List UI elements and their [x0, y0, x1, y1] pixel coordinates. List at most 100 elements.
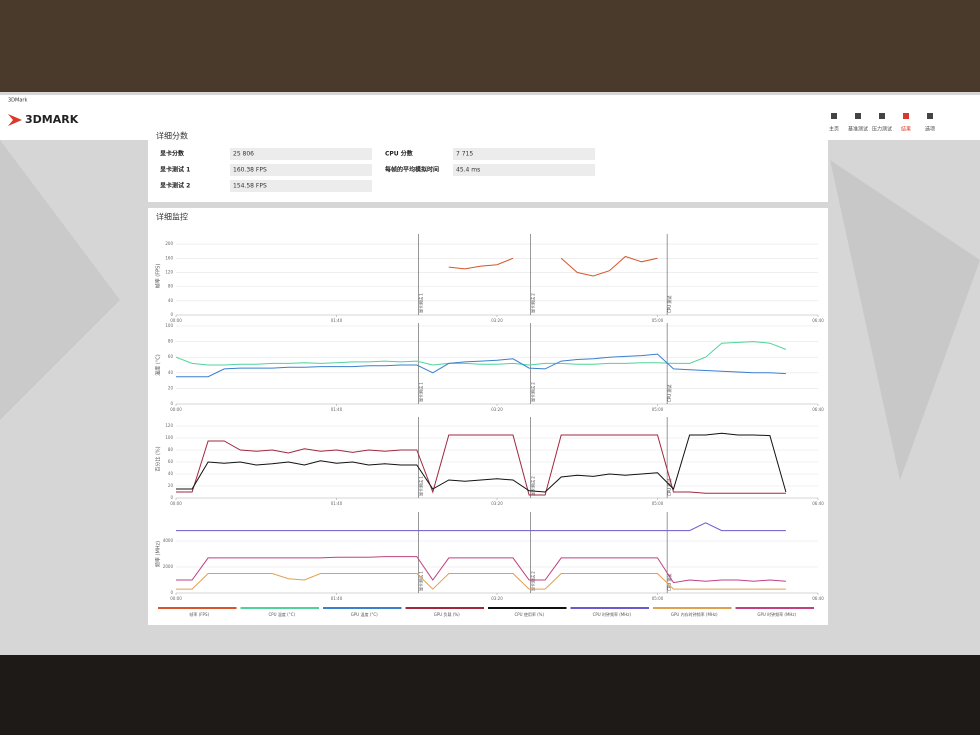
x-tick-label: 00:00: [170, 596, 182, 601]
x-tick-label: 06:40: [812, 407, 824, 412]
y-tick-label: 60: [168, 459, 174, 464]
legend-label: GPU 时钟频率 (MHz): [757, 611, 796, 617]
score-label: 每帧的平均模拟时间: [384, 166, 439, 174]
x-tick-label: 01:40: [331, 318, 343, 323]
y-tick-label: 80: [168, 284, 174, 289]
series-line: [176, 353, 786, 378]
y-tick-label: 2000: [163, 564, 174, 569]
y-tick-label: 60: [168, 354, 174, 359]
x-tick-label: 00:00: [170, 318, 182, 323]
nav-icon[interactable]: [927, 113, 933, 119]
nav-item[interactable]: 结果: [901, 126, 911, 133]
y-tick-label: 0: [170, 590, 173, 595]
wall: [0, 0, 980, 92]
logo: 3DMARK: [25, 113, 79, 126]
legend-label: CPU 时钟频率 (MHz): [593, 611, 632, 617]
score-value: 45.4 ms: [456, 167, 480, 174]
nav: 主页 基准测试 压力测试 结果 选项: [829, 113, 935, 133]
y-tick-label: 80: [168, 447, 174, 452]
score-value: 154.58 FPS: [233, 183, 267, 190]
y-tick-label: 20: [168, 483, 174, 488]
legend-label: CPU 使用率 (%): [514, 611, 544, 617]
test-marker-label: CPU 测试: [666, 385, 672, 402]
score-label: 显卡分数: [160, 150, 185, 158]
series-line: [176, 556, 786, 584]
nav-icon[interactable]: [903, 113, 909, 119]
score-label: CPU 分数: [385, 150, 414, 158]
score-value: 160.38 FPS: [233, 167, 267, 174]
score-box: [230, 180, 372, 192]
x-tick-label: 01:40: [331, 596, 343, 601]
x-tick-label: 05:00: [652, 596, 664, 601]
x-tick-label: 03:20: [491, 501, 503, 506]
y-tick-label: 120: [165, 269, 173, 274]
nav-item[interactable]: 主页: [829, 126, 839, 133]
y-tick-label: 40: [168, 370, 174, 375]
y-tick-label: 0: [170, 401, 173, 406]
monitor-panel: [148, 208, 828, 625]
score-label: 显卡测试 1: [160, 166, 190, 174]
test-marker-label: 显卡测试 2: [530, 571, 536, 591]
legend-label: GPU 内存时钟频率 (MHz): [671, 611, 718, 617]
x-tick-label: 05:00: [652, 407, 664, 412]
test-marker-label: 显卡测试 1: [417, 571, 423, 591]
bg-shape: [830, 160, 980, 480]
nav-icon[interactable]: [855, 113, 861, 119]
nav-item[interactable]: 基准测试: [848, 126, 868, 133]
score-value: 25 806: [233, 151, 254, 158]
x-tick-label: 06:40: [812, 318, 824, 323]
y-tick-label: 80: [168, 339, 174, 344]
score-box: [230, 164, 372, 176]
legend-label: 帧率 (FPS): [189, 611, 209, 617]
y-tick-label: 40: [168, 298, 174, 303]
score-box: [453, 164, 595, 176]
y-tick-label: 120: [165, 423, 173, 428]
scores: 显卡分数 25 806 显卡测试 1 160.38 FPS 显卡测试 2 154.58 F…: [160, 148, 595, 192]
y-tick-label: 4000: [163, 538, 174, 543]
x-tick-label: 00:00: [170, 501, 182, 506]
x-tick-label: 03:20: [491, 318, 503, 323]
y-tick-label: 200: [165, 241, 173, 246]
series-line: [176, 434, 786, 496]
score-box: [230, 148, 372, 160]
y-axis-label: 温度 (°C): [155, 354, 162, 376]
series-line: [448, 255, 658, 277]
y-tick-label: 40: [168, 471, 174, 476]
window-title: 3DMark: [8, 98, 27, 104]
legend-label: GPU 温度 (°C): [351, 611, 378, 617]
test-marker-label: 显卡测试 2: [530, 476, 536, 496]
y-tick-label: 0: [170, 312, 173, 317]
logo-icon: [8, 114, 22, 126]
y-axis-label: 帧率 (FPS): [155, 264, 162, 289]
nav-item[interactable]: 压力测试: [872, 126, 892, 133]
x-tick-label: 05:00: [652, 318, 664, 323]
test-marker-label: CPU 测试: [666, 574, 672, 591]
test-marker-label: 显卡测试 1: [417, 382, 423, 402]
nav-icon[interactable]: [831, 113, 837, 119]
x-tick-label: 05:00: [652, 501, 664, 506]
y-tick-label: 20: [168, 385, 174, 390]
series-line: [175, 341, 787, 366]
series-line: [176, 432, 787, 493]
y-axis-label: 百分比 (%): [155, 446, 162, 471]
test-marker-label: 显卡测试 2: [530, 293, 536, 313]
y-tick-label: 160: [165, 255, 173, 260]
score-box: [453, 148, 595, 160]
legend-label: CPU 温度 (°C): [268, 611, 295, 617]
score-value: 7 715: [456, 151, 473, 158]
test-marker-label: CPU 测试: [666, 296, 672, 313]
x-tick-label: 01:40: [331, 407, 343, 412]
test-marker-label: 显卡测试 2: [530, 382, 536, 402]
nav-item[interactable]: 选项: [925, 126, 935, 133]
score-title: 详细分数: [156, 131, 188, 141]
test-marker-label: 显卡测试 1: [417, 476, 423, 496]
nav-icon[interactable]: [879, 113, 885, 119]
y-tick-label: 0: [170, 495, 173, 500]
x-tick-label: 06:40: [812, 596, 824, 601]
y-tick-label: 100: [165, 435, 173, 440]
x-tick-label: 03:20: [491, 407, 503, 412]
score-label: 显卡测试 2: [160, 182, 190, 190]
x-tick-label: 03:20: [491, 596, 503, 601]
